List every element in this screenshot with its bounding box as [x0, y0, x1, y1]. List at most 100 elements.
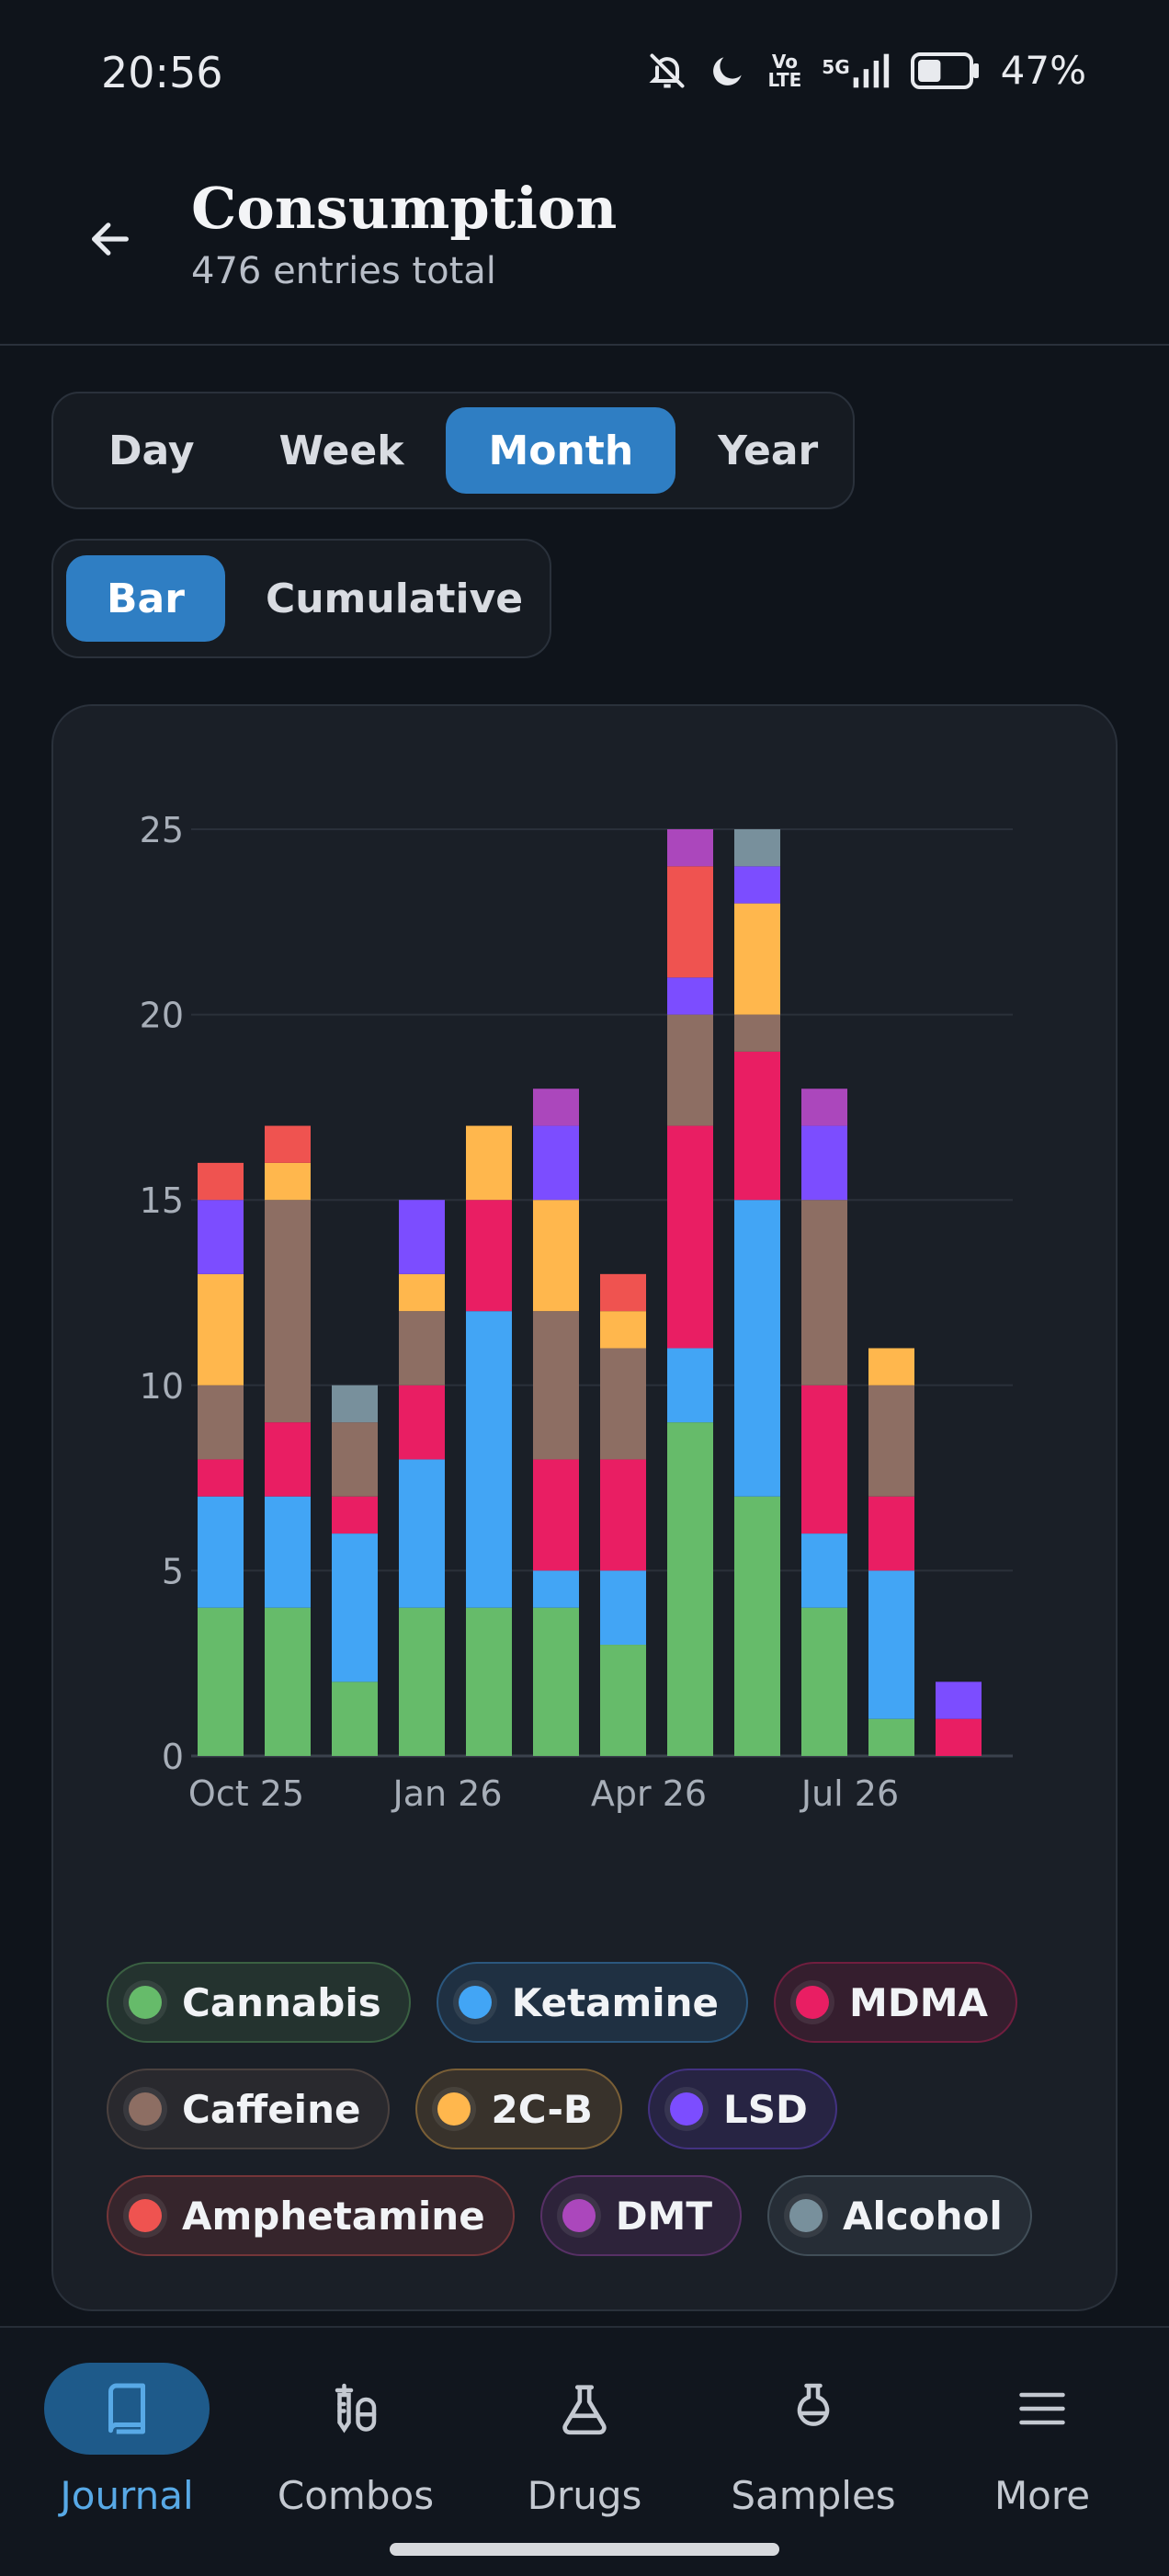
legend-label: DMT	[615, 2193, 712, 2239]
bar-segment-ketamine[interactable]	[801, 1533, 847, 1608]
bar-segment-caffeine[interactable]	[198, 1385, 244, 1460]
legend-2c-b[interactable]: 2C-B	[415, 2069, 622, 2149]
bar-segment-dmt[interactable]	[801, 1089, 847, 1126]
bar-segment-caffeine[interactable]	[332, 1422, 378, 1497]
tab-week[interactable]: Week	[278, 427, 404, 474]
bar-segment-ketamine[interactable]	[868, 1570, 914, 1719]
bar-segment-2c-b[interactable]	[265, 1162, 311, 1201]
bar-segment-cannabis[interactable]	[533, 1607, 579, 1756]
syringe-pill-icon	[335, 2383, 377, 2434]
bar-segment-amphetamine[interactable]	[198, 1162, 244, 1201]
legend-label: LSD	[722, 2086, 808, 2132]
bar-segment-lsd[interactable]	[399, 1200, 445, 1274]
tab-cumulative[interactable]: Cumulative	[265, 575, 524, 622]
bar-segment-caffeine[interactable]	[801, 1200, 847, 1385]
bar-segment-2c-b[interactable]	[868, 1348, 914, 1385]
tab-bar[interactable]: Bar	[66, 555, 225, 642]
bar-segment-caffeine[interactable]	[868, 1385, 914, 1497]
bar-segment-amphetamine[interactable]	[265, 1125, 311, 1163]
status-time: 20:56	[101, 48, 223, 97]
bar-segment-lsd[interactable]	[734, 866, 780, 904]
bar-segment-cannabis[interactable]	[801, 1607, 847, 1756]
bar-segment-cannabis[interactable]	[466, 1607, 512, 1756]
bar-segment-2c-b[interactable]	[734, 903, 780, 1015]
y-tick-label: 10	[140, 1366, 184, 1407]
bar-segment-mdma[interactable]	[533, 1459, 579, 1571]
bar-segment-lsd[interactable]	[667, 977, 713, 1015]
nav-combos[interactable]: Combos	[241, 2328, 471, 2530]
bar-segment-cannabis[interactable]	[868, 1718, 914, 1756]
legend-ketamine[interactable]: Ketamine	[436, 1962, 749, 2043]
bar-segment-dmt[interactable]	[667, 829, 713, 867]
bar-segment-mdma[interactable]	[466, 1200, 512, 1312]
legend-mdma[interactable]: MDMA	[774, 1962, 1018, 2043]
bar-segment-alcohol[interactable]	[734, 829, 780, 867]
bar-segment-mdma[interactable]	[734, 1051, 780, 1201]
legend-lsd[interactable]: LSD	[647, 2069, 837, 2149]
bar-segment-2c-b[interactable]	[600, 1311, 646, 1349]
bar-segment-mdma[interactable]	[600, 1459, 646, 1571]
legend-alcohol[interactable]: Alcohol	[767, 2175, 1032, 2256]
x-tick-label: Apr 26	[591, 1773, 707, 1814]
bar-segment-ketamine[interactable]	[265, 1496, 311, 1608]
bar-segment-cannabis[interactable]	[332, 1681, 378, 1756]
nav-journal[interactable]: Journal	[12, 2328, 242, 2530]
bar-segment-ketamine[interactable]	[399, 1459, 445, 1608]
legend-dot	[458, 1986, 492, 2019]
bar-segment-amphetamine[interactable]	[667, 866, 713, 978]
bar-segment-cannabis[interactable]	[600, 1645, 646, 1756]
bar-segment-mdma[interactable]	[399, 1385, 445, 1460]
bar-segment-ketamine[interactable]	[466, 1311, 512, 1608]
back-button[interactable]	[74, 202, 147, 276]
legend-caffeine[interactable]: Caffeine	[107, 2069, 391, 2149]
bar-segment-dmt[interactable]	[533, 1089, 579, 1126]
legend-amphetamine[interactable]: Amphetamine	[107, 2175, 515, 2256]
bar-segment-ketamine[interactable]	[734, 1200, 780, 1497]
bar-segment-mdma[interactable]	[265, 1422, 311, 1497]
bar-segment-2c-b[interactable]	[399, 1273, 445, 1312]
bar-segment-mdma[interactable]	[936, 1718, 982, 1756]
bar-segment-cannabis[interactable]	[734, 1496, 780, 1756]
bar-segment-cannabis[interactable]	[399, 1607, 445, 1756]
nav-samples[interactable]: Samples	[698, 2328, 928, 2530]
bar-segment-caffeine[interactable]	[399, 1311, 445, 1385]
nav-label: Journal	[60, 2473, 194, 2518]
bar-segment-mdma[interactable]	[667, 1125, 713, 1349]
legend-cannabis[interactable]: Cannabis	[107, 1962, 411, 2043]
nav-more[interactable]: More	[927, 2328, 1157, 2530]
bar-segment-ketamine[interactable]	[332, 1533, 378, 1682]
nav-drugs[interactable]: Drugs	[470, 2328, 699, 2530]
bar-segment-lsd[interactable]	[533, 1125, 579, 1201]
bar-segment-lsd[interactable]	[801, 1125, 847, 1201]
bar-segment-alcohol[interactable]	[332, 1385, 378, 1423]
bar-segment-mdma[interactable]	[868, 1496, 914, 1571]
tab-day[interactable]: Day	[108, 427, 195, 474]
bar-segment-2c-b[interactable]	[198, 1273, 244, 1385]
bar-segment-mdma[interactable]	[332, 1496, 378, 1534]
bar-segment-2c-b[interactable]	[466, 1125, 512, 1201]
bar-segment-ketamine[interactable]	[667, 1348, 713, 1423]
bar-segment-caffeine[interactable]	[600, 1348, 646, 1460]
bar-segment-caffeine[interactable]	[265, 1200, 311, 1423]
bar-segment-mdma[interactable]	[198, 1459, 244, 1497]
legend-dmt[interactable]: DMT	[539, 2175, 742, 2256]
bar-segment-ketamine[interactable]	[198, 1496, 244, 1608]
bar-segment-2c-b[interactable]	[533, 1200, 579, 1312]
bar-segment-ketamine[interactable]	[533, 1570, 579, 1608]
flask-icon	[562, 2385, 607, 2435]
bar-segment-mdma[interactable]	[801, 1385, 847, 1534]
book-icon	[108, 2383, 145, 2434]
bar-segment-caffeine[interactable]	[533, 1311, 579, 1460]
bar-segment-caffeine[interactable]	[734, 1014, 780, 1052]
bar-segment-amphetamine[interactable]	[600, 1273, 646, 1312]
tab-year[interactable]: Year	[718, 427, 819, 474]
home-indicator	[390, 2543, 779, 2556]
bar-segment-cannabis[interactable]	[198, 1607, 244, 1756]
bar-segment-caffeine[interactable]	[667, 1014, 713, 1126]
bar-segment-lsd[interactable]	[936, 1681, 982, 1719]
bar-segment-cannabis[interactable]	[667, 1422, 713, 1756]
bar-segment-lsd[interactable]	[198, 1200, 244, 1274]
bar-segment-ketamine[interactable]	[600, 1570, 646, 1646]
bar-segment-cannabis[interactable]	[265, 1607, 311, 1756]
tab-month[interactable]: Month	[446, 407, 676, 494]
